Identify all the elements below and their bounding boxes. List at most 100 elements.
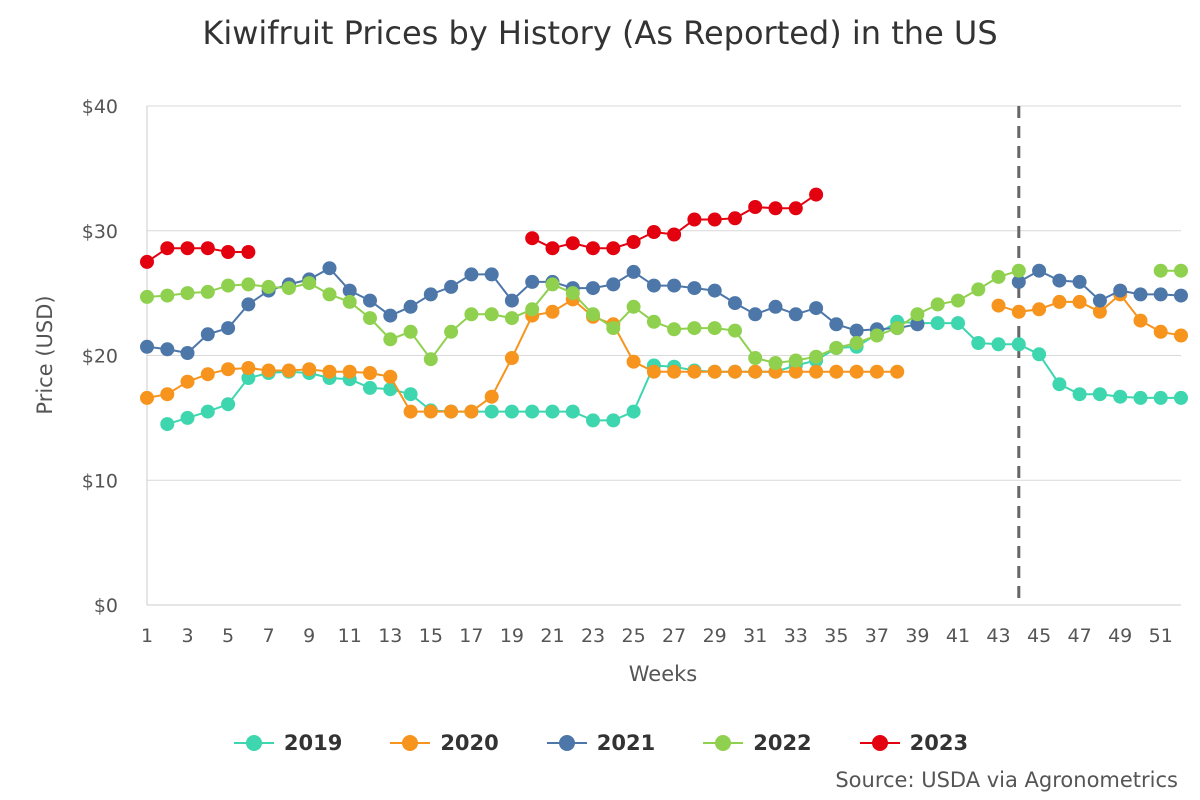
legend-item-2021[interactable]: 2021 bbox=[545, 731, 655, 755]
data-point-2022[interactable] bbox=[180, 286, 195, 301]
data-point-2021[interactable] bbox=[768, 299, 783, 314]
data-point-2020[interactable] bbox=[1133, 313, 1148, 328]
data-point-2022[interactable] bbox=[869, 328, 884, 343]
data-point-2023[interactable] bbox=[180, 241, 195, 256]
data-point-2021[interactable] bbox=[809, 301, 824, 316]
data-point-2023[interactable] bbox=[545, 241, 560, 256]
data-point-2019[interactable] bbox=[951, 316, 965, 331]
data-point-2022[interactable] bbox=[788, 353, 803, 368]
data-point-2022[interactable] bbox=[768, 356, 783, 370]
data-point-2020[interactable] bbox=[748, 364, 763, 379]
data-point-2022[interactable] bbox=[363, 311, 377, 326]
data-point-2022[interactable] bbox=[646, 314, 661, 329]
data-point-2019[interactable] bbox=[586, 413, 600, 428]
data-point-2021[interactable] bbox=[586, 281, 600, 296]
data-point-2022[interactable] bbox=[687, 321, 702, 336]
data-point-2022[interactable] bbox=[606, 321, 621, 336]
data-point-2020[interactable] bbox=[383, 369, 398, 384]
data-point-2021[interactable] bbox=[1052, 273, 1067, 288]
data-point-2021[interactable] bbox=[707, 283, 722, 298]
data-point-2019[interactable] bbox=[1052, 377, 1067, 392]
data-point-2021[interactable] bbox=[525, 274, 540, 289]
legend-item-2019[interactable]: 2019 bbox=[232, 731, 342, 755]
data-point-2021[interactable] bbox=[221, 321, 236, 336]
data-point-2022[interactable] bbox=[829, 341, 844, 355]
data-point-2021[interactable] bbox=[1032, 263, 1047, 278]
data-point-2023[interactable] bbox=[707, 212, 722, 227]
data-point-2023[interactable] bbox=[728, 211, 742, 226]
data-point-2021[interactable] bbox=[910, 317, 925, 332]
data-point-2019[interactable] bbox=[991, 337, 1006, 352]
data-point-2023[interactable] bbox=[565, 236, 580, 251]
data-point-2020[interactable] bbox=[241, 361, 256, 375]
data-point-2021[interactable] bbox=[403, 299, 418, 314]
data-point-2019[interactable] bbox=[221, 397, 236, 412]
data-point-2021[interactable] bbox=[1133, 287, 1148, 302]
data-point-2019[interactable] bbox=[930, 316, 945, 331]
data-point-2019[interactable] bbox=[241, 371, 256, 385]
data-point-2023[interactable] bbox=[606, 241, 621, 256]
data-point-2019[interactable] bbox=[606, 413, 621, 428]
data-point-2021[interactable] bbox=[1072, 274, 1087, 289]
data-point-2019[interactable] bbox=[160, 417, 175, 432]
data-point-2021[interactable] bbox=[606, 277, 621, 292]
data-point-2023[interactable] bbox=[646, 225, 661, 239]
data-point-2023[interactable] bbox=[200, 241, 215, 256]
data-point-2020[interactable] bbox=[1092, 304, 1107, 319]
data-point-2019[interactable] bbox=[525, 404, 540, 419]
data-point-2019[interactable] bbox=[1113, 389, 1128, 404]
data-point-2023[interactable] bbox=[586, 241, 600, 256]
data-point-2021[interactable] bbox=[1113, 283, 1128, 298]
data-point-2022[interactable] bbox=[504, 311, 519, 326]
data-point-2019[interactable] bbox=[403, 387, 418, 402]
data-point-2020[interactable] bbox=[504, 351, 519, 365]
data-point-2022[interactable] bbox=[525, 302, 540, 317]
data-point-2019[interactable] bbox=[1032, 347, 1047, 362]
data-point-2020[interactable] bbox=[626, 354, 641, 369]
data-point-2020[interactable] bbox=[707, 364, 722, 379]
data-point-2019[interactable] bbox=[484, 404, 499, 419]
data-point-2020[interactable] bbox=[180, 374, 195, 389]
data-point-2021[interactable] bbox=[687, 281, 702, 296]
data-point-2020[interactable] bbox=[687, 364, 702, 379]
data-point-2020[interactable] bbox=[221, 362, 236, 377]
data-point-2022[interactable] bbox=[809, 349, 824, 364]
data-point-2022[interactable] bbox=[890, 321, 905, 336]
data-point-2023[interactable] bbox=[667, 227, 682, 242]
data-point-2021[interactable] bbox=[160, 342, 175, 357]
data-point-2022[interactable] bbox=[160, 288, 175, 303]
data-point-2019[interactable] bbox=[1072, 387, 1087, 402]
data-point-2019[interactable] bbox=[565, 404, 580, 419]
data-point-2021[interactable] bbox=[646, 278, 661, 293]
data-point-2019[interactable] bbox=[1133, 390, 1148, 405]
data-point-2021[interactable] bbox=[1153, 287, 1168, 302]
data-point-2022[interactable] bbox=[951, 293, 965, 308]
data-point-2020[interactable] bbox=[1011, 304, 1026, 319]
data-point-2021[interactable] bbox=[322, 261, 337, 276]
data-point-2021[interactable] bbox=[849, 323, 864, 338]
data-point-2019[interactable] bbox=[626, 404, 641, 419]
data-point-2019[interactable] bbox=[1092, 387, 1107, 402]
data-point-2022[interactable] bbox=[667, 322, 682, 337]
data-point-2023[interactable] bbox=[748, 200, 763, 214]
data-point-2021[interactable] bbox=[180, 346, 195, 360]
data-point-2023[interactable] bbox=[809, 187, 824, 202]
legend-item-2020[interactable]: 2020 bbox=[388, 731, 499, 755]
data-point-2022[interactable] bbox=[261, 279, 276, 294]
data-point-2020[interactable] bbox=[160, 387, 175, 402]
data-point-2022[interactable] bbox=[728, 323, 742, 338]
data-point-2022[interactable] bbox=[707, 321, 722, 336]
data-point-2020[interactable] bbox=[545, 304, 560, 319]
data-point-2022[interactable] bbox=[140, 289, 154, 304]
data-point-2022[interactable] bbox=[423, 352, 438, 367]
data-point-2023[interactable] bbox=[525, 231, 540, 246]
data-point-2023[interactable] bbox=[221, 245, 236, 259]
data-point-2021[interactable] bbox=[383, 308, 398, 323]
data-point-2021[interactable] bbox=[728, 296, 742, 311]
data-point-2023[interactable] bbox=[160, 241, 175, 256]
data-point-2020[interactable] bbox=[464, 404, 479, 419]
data-point-2021[interactable] bbox=[363, 293, 377, 308]
data-point-2021[interactable] bbox=[1011, 274, 1026, 289]
data-point-2022[interactable] bbox=[849, 336, 864, 350]
data-point-2023[interactable] bbox=[687, 212, 702, 227]
